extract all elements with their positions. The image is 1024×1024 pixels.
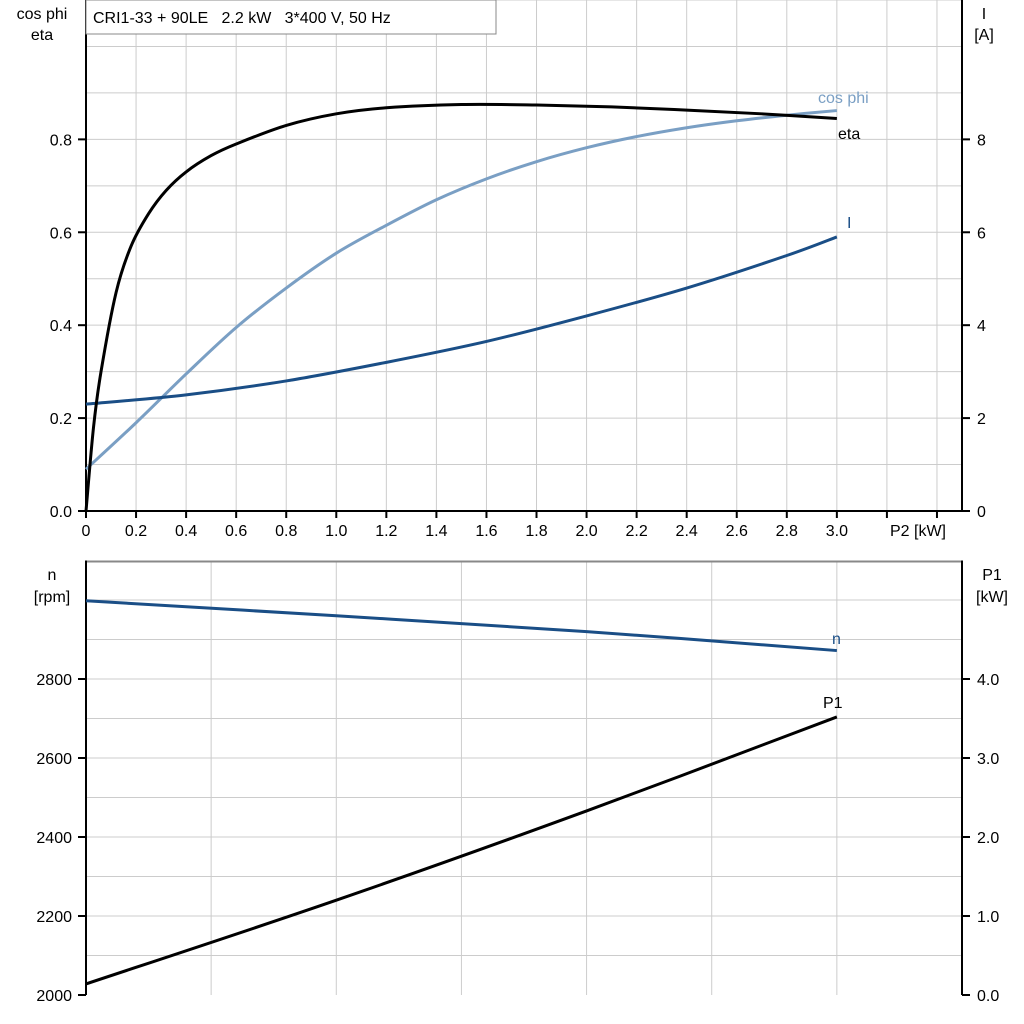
y-right-tick-label: 2.0 [977,830,999,847]
x-tick-label: 0.8 [275,523,297,540]
eta-series-label: eta [838,126,860,143]
x-tick-label: 2.0 [575,523,597,540]
x-tick-label: 3.0 [826,523,848,540]
y-right-label: I [982,6,986,23]
y-right-tick-label: 2 [977,411,986,428]
p1-line [85,715,838,986]
x-axis-label: P2 [kW] [890,523,946,540]
y-right-tick-label: 4 [977,318,986,335]
title-box [85,0,497,35]
y-right-tick-label: 4.0 [977,672,999,689]
y-right-label: [kW] [976,589,1008,606]
y-right-tick-label: 0 [977,504,986,521]
y-right-label: P1 [982,567,1002,584]
y-left-tick-label: 2800 [36,672,72,689]
y-left-tick-label: 2000 [36,988,72,1005]
x-tick-label: 1.6 [475,523,497,540]
y-left-tick-label: 0.8 [50,132,72,149]
cos-phi-series-label: cos phi [818,90,869,107]
y-left-tick-label: 0.4 [50,318,72,335]
y-left-tick-label: 2400 [36,830,72,847]
speed-series-label: n [832,631,841,648]
y-left-label: cos phi [17,6,68,23]
current-series-label: I [847,215,851,232]
y-right-tick-label: 6 [977,225,986,242]
x-tick-label: 0.2 [125,523,147,540]
y-left-tick-label: 0.2 [50,411,72,428]
y-left-tick-label: 2600 [36,751,72,768]
x-tick-label: 1.2 [375,523,397,540]
x-tick-label: 1.0 [325,523,347,540]
y-right-tick-label: 1.0 [977,909,999,926]
y-right-tick-label: 0.0 [977,988,999,1005]
current-line [85,235,838,406]
x-tick-label: 1.8 [525,523,547,540]
x-tick-label: 0.4 [175,523,197,540]
p1-series-label: P1 [823,695,843,712]
y-right-tick-label: 3.0 [977,751,999,768]
y-left-tick-label: 2200 [36,909,72,926]
x-tick-label: 1.4 [425,523,447,540]
y-left-label: n [48,567,57,584]
speed-line [85,599,837,653]
y-left-label: [rpm] [34,589,70,606]
x-tick-label: 2.2 [626,523,648,540]
y-left-tick-label: 0.6 [50,225,72,242]
y-right-tick-label: 8 [977,132,986,149]
y-left-label: eta [31,27,53,44]
x-tick-label: 2.4 [676,523,698,540]
cos-phi-line [84,109,837,471]
x-tick-label: 0 [82,523,91,540]
chart-title: CRI1-33 + 90LE 2.2 kW 3*400 V, 50 Hz [93,10,391,27]
y-left-tick-label: 0.0 [50,504,72,521]
y-right-label: [A] [974,27,994,44]
eta-line [84,102,837,512]
x-tick-label: 2.8 [776,523,798,540]
x-tick-label: 0.6 [225,523,247,540]
x-tick-label: 2.6 [726,523,748,540]
